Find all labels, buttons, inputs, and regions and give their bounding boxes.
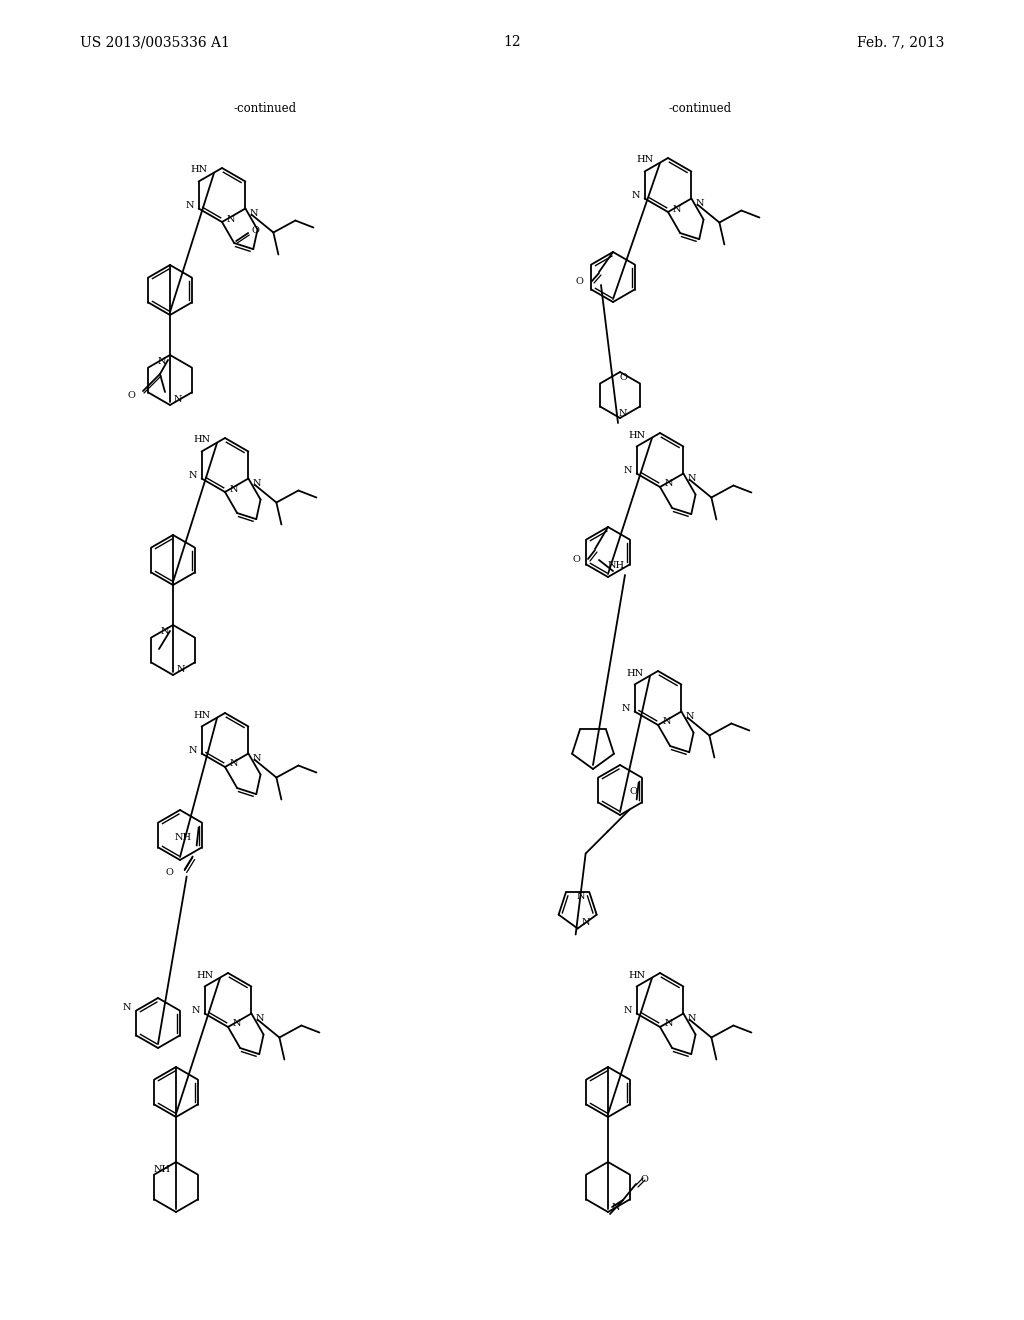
Text: N: N [174,396,182,404]
Text: O: O [630,787,638,796]
Text: N: N [631,191,640,201]
Text: O: O [640,1176,648,1184]
Text: N: N [687,1014,696,1023]
Text: N: N [227,214,236,223]
Text: O: O [166,869,174,876]
Text: N: N [161,627,169,635]
Text: N: N [582,917,590,927]
Text: N: N [191,1006,200,1015]
Text: N: N [622,704,630,713]
Text: N: N [230,484,239,494]
Text: N: N [255,1014,264,1023]
Text: HN: HN [627,668,644,677]
Text: -continued: -continued [233,102,297,115]
Text: N: N [685,711,694,721]
Text: N: N [663,718,672,726]
Text: N: N [252,479,261,488]
Text: HN: HN [197,970,214,979]
Text: Feb. 7, 2013: Feb. 7, 2013 [857,36,944,49]
Text: HN: HN [190,165,208,174]
Text: N: N [673,205,682,214]
Text: N: N [233,1019,242,1028]
Text: N: N [123,1003,131,1012]
Text: N: N [230,759,239,768]
Text: N: N [188,746,197,755]
Text: HN: HN [629,430,646,440]
Text: N: N [687,474,696,483]
Text: -continued: -continued [669,102,731,115]
Text: N: N [618,408,628,417]
Text: HN: HN [194,436,211,445]
Text: HN: HN [194,710,211,719]
Text: N: N [250,209,258,218]
Text: O: O [251,226,259,235]
Text: N: N [665,479,674,488]
Text: O: O [620,374,627,383]
Text: N: N [624,466,632,475]
Text: HN: HN [629,970,646,979]
Text: N: N [665,1019,674,1028]
Text: N: N [624,1006,632,1015]
Text: HN: HN [637,156,654,165]
Text: US 2013/0035336 A1: US 2013/0035336 A1 [80,36,229,49]
Text: N: N [252,754,261,763]
Text: O: O [572,556,580,565]
Text: N: N [188,471,197,480]
Text: N: N [695,199,703,209]
Text: 12: 12 [503,36,521,49]
Text: O: O [127,391,135,400]
Text: NH: NH [154,1166,171,1175]
Text: NH: NH [608,561,625,569]
Text: NH: NH [174,833,191,842]
Text: N: N [177,665,185,675]
Text: N: N [185,201,194,210]
Text: N: N [577,892,586,900]
Text: N: N [158,356,166,366]
Text: O: O [575,277,583,286]
Text: N: N [612,1203,621,1212]
